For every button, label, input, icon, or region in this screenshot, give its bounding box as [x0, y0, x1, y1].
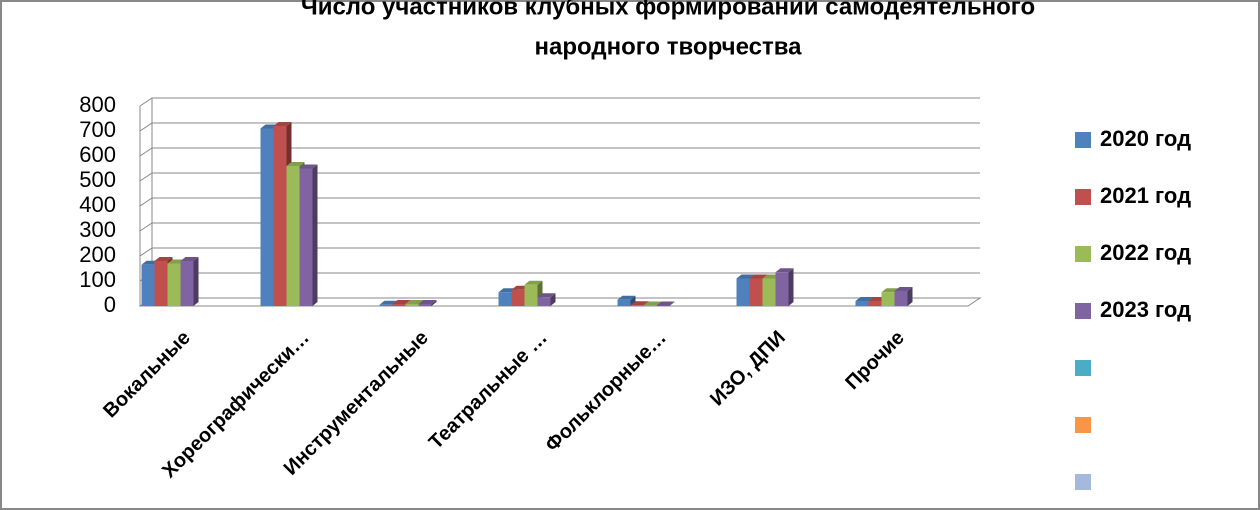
bar	[154, 261, 168, 306]
bar-top	[630, 301, 649, 306]
y-tick-label: 300	[79, 217, 116, 242]
bar	[736, 278, 750, 306]
bar	[392, 304, 406, 306]
bar	[537, 297, 551, 306]
bar-top	[273, 122, 292, 126]
y-tick-label: 200	[79, 242, 116, 267]
bar-side	[550, 293, 556, 306]
bar	[273, 126, 287, 306]
bar	[656, 305, 670, 306]
legend-swatch	[1075, 303, 1091, 319]
legend-swatch	[1075, 246, 1091, 262]
grid-line	[139, 197, 980, 207]
bar-top	[154, 257, 173, 261]
bar-side	[630, 295, 636, 306]
bar	[260, 128, 274, 306]
bar-top	[736, 274, 755, 279]
x-tick-label: Театральные …	[425, 327, 552, 454]
bar	[630, 305, 644, 306]
bar	[868, 301, 882, 306]
bar	[379, 304, 393, 306]
y-tick-label: 0	[104, 292, 116, 317]
bar	[894, 291, 908, 306]
bar-side	[788, 268, 794, 306]
bar-top	[524, 280, 543, 285]
grid-line	[139, 97, 980, 107]
bar-top	[894, 287, 913, 291]
bar-top	[537, 293, 556, 298]
x-tick-label: Прочие	[841, 327, 908, 394]
bar	[775, 272, 789, 306]
bar-side	[669, 301, 675, 306]
bar	[617, 299, 631, 306]
grid-line	[139, 147, 980, 157]
bar-side	[431, 300, 437, 306]
legend-label: 2023 год	[1100, 297, 1191, 322]
bar	[881, 292, 895, 306]
legend-swatch	[1075, 132, 1091, 148]
y-tick-label: 100	[79, 267, 116, 292]
bar	[299, 168, 313, 306]
bar	[167, 263, 181, 306]
legend-label: 2022 год	[1100, 240, 1191, 265]
bar-top	[180, 257, 199, 261]
grid-line	[139, 222, 980, 232]
y-tick-label: 800	[79, 92, 116, 117]
y-tick-label: 600	[79, 142, 116, 167]
bar	[762, 278, 776, 306]
bar	[141, 264, 155, 306]
bar-top	[643, 301, 662, 306]
x-tick-label: ИЗО, ДПИ	[706, 327, 790, 411]
bar-top	[405, 300, 424, 304]
bar-top	[775, 268, 794, 273]
x-tick-label: Фольклорные…	[541, 327, 671, 457]
legend-swatch	[1075, 360, 1091, 376]
bar-top	[749, 274, 768, 279]
grid-line	[139, 122, 980, 132]
legend-swatch	[1075, 474, 1091, 490]
chart-title: Число участников клубных формирований са…	[301, 0, 1035, 20]
x-tick-label: Вокальные	[99, 327, 195, 423]
bar	[749, 278, 763, 306]
y-tick-label: 700	[79, 117, 116, 142]
bar	[643, 305, 657, 306]
legend-swatch	[1075, 417, 1091, 433]
legend-swatch	[1075, 189, 1091, 205]
bar	[405, 304, 419, 306]
y-tick-label: 500	[79, 167, 116, 192]
legend-label: 2020 год	[1100, 126, 1191, 151]
bar	[511, 289, 525, 306]
bar-side	[907, 287, 913, 306]
bar-top	[418, 300, 437, 304]
bar-top	[286, 162, 305, 166]
bar-top	[656, 301, 675, 306]
bar	[418, 304, 432, 306]
bar	[855, 301, 869, 306]
legend-label: 2021 год	[1100, 183, 1191, 208]
bar-side	[312, 164, 318, 306]
grid-line	[139, 247, 980, 257]
bar	[286, 166, 300, 306]
bar-top	[299, 164, 318, 169]
bar	[524, 284, 538, 306]
bar-top	[855, 297, 874, 301]
grid-line	[139, 172, 980, 182]
bar-top	[617, 295, 636, 300]
bar-side	[193, 257, 199, 306]
chart-title: народного творчества	[534, 33, 802, 60]
y-tick-label: 400	[79, 192, 116, 217]
bar-top	[392, 300, 411, 304]
bar	[498, 292, 512, 306]
bar	[180, 261, 194, 306]
